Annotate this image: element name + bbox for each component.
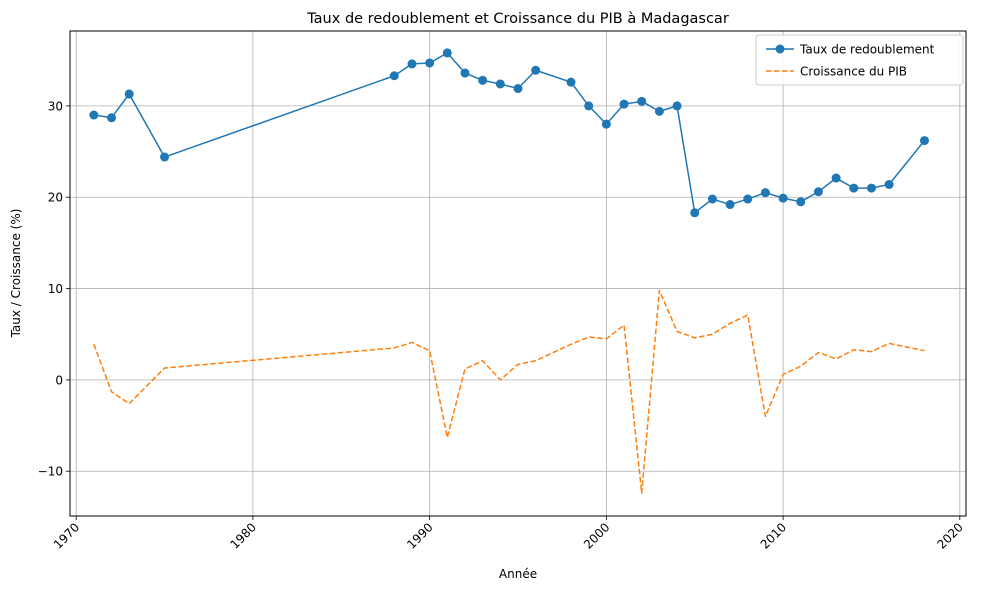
y-tick-label: 10 <box>48 282 63 296</box>
legend-box <box>755 34 964 86</box>
data-point <box>637 96 647 106</box>
data-point <box>389 71 399 81</box>
y-tick-label: 0 <box>55 373 63 387</box>
data-point <box>407 59 417 69</box>
data-point <box>425 58 435 68</box>
data-point <box>672 101 682 111</box>
y-axis-label: Taux / Croissance (%) <box>9 209 23 339</box>
x-axis-label: Année <box>499 567 537 581</box>
legend-label-pib: Croissance du PIB <box>800 65 907 79</box>
data-point <box>707 194 717 204</box>
data-point <box>619 99 629 109</box>
x-tick-label: 2010 <box>758 520 789 551</box>
y-tick-label: 20 <box>48 191 63 205</box>
legend: Taux de redoublement Croissance du PIB <box>755 34 964 86</box>
plot-frame <box>69 30 967 517</box>
data-point <box>654 106 664 116</box>
chart-title: Taux de redoublement et Croissance du PI… <box>306 11 729 27</box>
data-point <box>831 173 841 183</box>
plot-area <box>89 48 929 494</box>
x-tick-label: 1990 <box>404 520 435 551</box>
data-point <box>531 65 541 75</box>
data-point <box>690 208 700 218</box>
data-point <box>160 152 170 162</box>
x-tick-label: 2020 <box>934 520 965 551</box>
data-point <box>495 79 505 89</box>
data-point <box>107 113 117 123</box>
data-point <box>584 101 594 111</box>
y-tick-label: 30 <box>48 99 63 113</box>
data-point <box>124 89 134 99</box>
axis-ticks: 1970 1980 1990 2000 2010 2020 −10 0 10 20 30 <box>38 99 966 551</box>
data-point <box>478 75 488 85</box>
data-point <box>866 183 876 193</box>
grid <box>70 31 966 516</box>
data-point <box>442 48 452 58</box>
data-point <box>601 119 611 129</box>
data-point <box>725 200 735 210</box>
data-point <box>884 179 894 189</box>
data-point <box>778 193 788 203</box>
data-point <box>89 110 99 120</box>
legend-label-taux: Taux de redoublement <box>799 43 935 57</box>
y-tick-label: −10 <box>38 465 63 479</box>
data-point <box>919 136 929 146</box>
data-point <box>813 187 823 197</box>
data-point <box>796 197 806 207</box>
data-point <box>760 188 770 198</box>
data-point <box>849 183 859 193</box>
data-point <box>460 68 470 78</box>
legend-marker-taux <box>775 44 785 54</box>
x-tick-label: 1980 <box>228 520 259 551</box>
x-tick-label: 1970 <box>51 520 82 551</box>
data-point <box>513 84 523 94</box>
data-point <box>566 77 576 87</box>
series-line-pib <box>93 289 925 494</box>
data-point <box>743 194 753 204</box>
x-tick-label: 2000 <box>581 520 612 551</box>
